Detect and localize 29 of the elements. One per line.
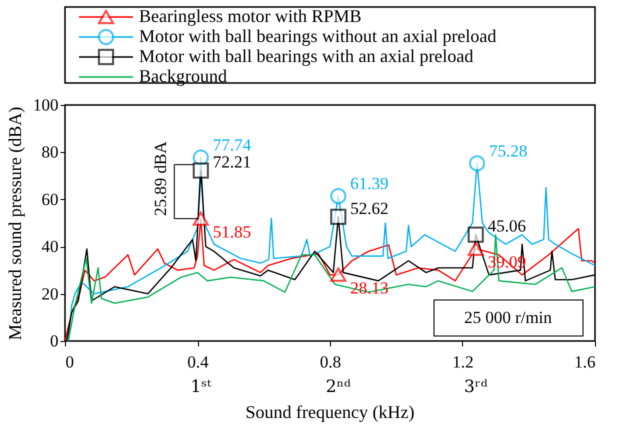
y-tick-label: 20 bbox=[42, 284, 58, 304]
data-label: 52.62 bbox=[350, 198, 389, 218]
text: 3ʳᵈ bbox=[464, 377, 488, 397]
legend-label: Bearingless motor with RPMB bbox=[139, 6, 362, 26]
x-tick-label: 0.8 bbox=[320, 352, 342, 372]
data-label: 51.85 bbox=[212, 222, 252, 242]
legend-label: Background bbox=[139, 66, 227, 86]
x-tick-label: 1.2 bbox=[452, 352, 474, 372]
data-label: 75.28 bbox=[489, 141, 528, 160]
y-tick-label: 100 bbox=[33, 96, 58, 114]
annotation: 25.89 dBA bbox=[151, 140, 170, 216]
data-label: 72.21 bbox=[212, 152, 252, 172]
x-axis-title: Sound frequency (kHz) bbox=[246, 402, 414, 422]
data-label: 77.74 bbox=[212, 136, 252, 155]
data-label: 45.06 bbox=[488, 216, 526, 236]
text: 2ⁿᵈ bbox=[326, 377, 351, 397]
legend-label: Motor with ball bearings with an axial preload bbox=[139, 46, 474, 66]
data-label: 61.39 bbox=[350, 174, 389, 194]
y-tick-label: 40 bbox=[42, 237, 58, 256]
x-tick-label: 0 bbox=[66, 352, 74, 372]
legend-label: Motor with ball bearings without an axial preload bbox=[139, 26, 496, 46]
y-axis-title: Measured sound pressure (dBA) bbox=[5, 106, 25, 340]
text: 1ˢᵗ bbox=[190, 377, 212, 397]
x-tick-label: 0.4 bbox=[187, 352, 210, 372]
x-tick-label: 1.6 bbox=[574, 352, 596, 372]
y-tick-label: 60 bbox=[42, 190, 58, 209]
y-tick-label: 80 bbox=[42, 142, 58, 162]
y-tick-label: 0 bbox=[50, 332, 58, 350]
annotation: 25 000 r/min bbox=[464, 308, 552, 327]
